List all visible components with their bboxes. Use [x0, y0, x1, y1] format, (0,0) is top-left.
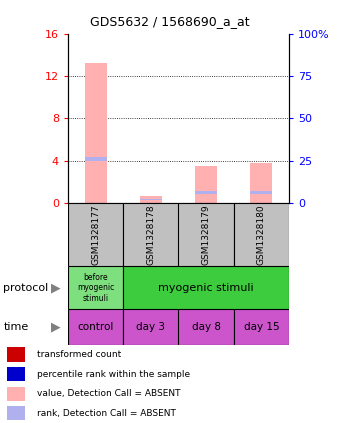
Bar: [140, 196, 162, 203]
Bar: [123, 203, 178, 266]
Bar: [123, 266, 289, 309]
Bar: [250, 163, 272, 203]
Bar: [178, 203, 234, 266]
Bar: [85, 157, 107, 161]
Text: value, Detection Call = ABSENT: value, Detection Call = ABSENT: [37, 389, 180, 398]
Text: GSM1328177: GSM1328177: [91, 204, 100, 265]
Text: control: control: [78, 322, 114, 332]
Text: GDS5632 / 1568690_a_at: GDS5632 / 1568690_a_at: [90, 15, 250, 28]
Bar: [68, 203, 123, 266]
Text: ▶: ▶: [51, 281, 61, 294]
Bar: [7, 406, 25, 420]
Text: GSM1328179: GSM1328179: [202, 204, 210, 265]
Bar: [140, 199, 162, 200]
Bar: [68, 266, 123, 309]
Bar: [7, 347, 25, 362]
Bar: [85, 63, 107, 203]
Bar: [7, 367, 25, 381]
Bar: [234, 203, 289, 266]
Text: GSM1328178: GSM1328178: [147, 204, 155, 265]
Bar: [250, 191, 272, 194]
Text: protocol: protocol: [3, 283, 49, 293]
Text: day 15: day 15: [243, 322, 279, 332]
Bar: [195, 166, 217, 203]
Text: before
myogenic
stimuli: before myogenic stimuli: [77, 273, 114, 302]
Text: transformed count: transformed count: [37, 350, 121, 359]
Text: percentile rank within the sample: percentile rank within the sample: [37, 370, 190, 379]
Bar: [68, 309, 123, 345]
Text: myogenic stimuli: myogenic stimuli: [158, 283, 254, 293]
Bar: [7, 387, 25, 401]
Text: day 3: day 3: [136, 322, 165, 332]
Bar: [123, 309, 178, 345]
Text: rank, Detection Call = ABSENT: rank, Detection Call = ABSENT: [37, 409, 175, 418]
Text: time: time: [3, 322, 29, 332]
Text: day 8: day 8: [192, 322, 221, 332]
Text: GSM1328180: GSM1328180: [257, 204, 266, 265]
Bar: [195, 191, 217, 194]
Bar: [178, 309, 234, 345]
Text: ▶: ▶: [51, 320, 61, 333]
Bar: [234, 309, 289, 345]
